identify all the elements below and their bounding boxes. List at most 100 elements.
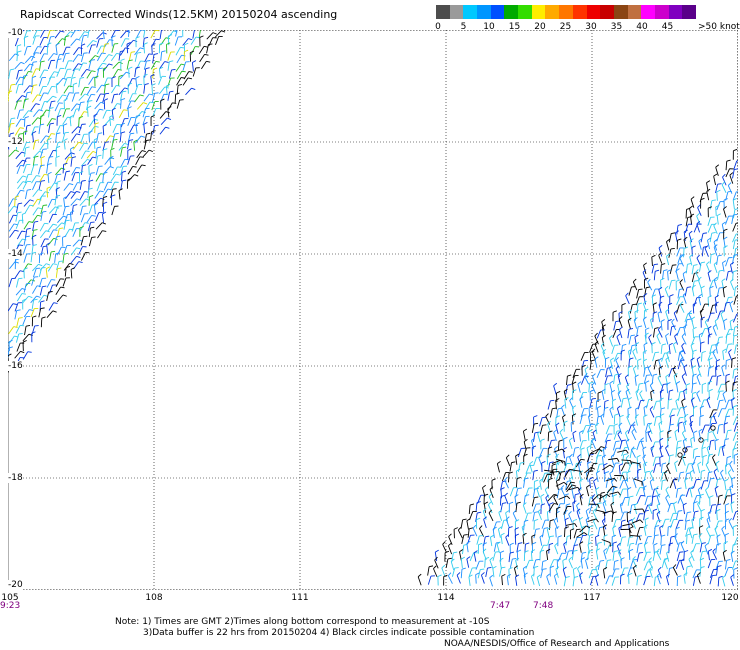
wind-barb-flag xyxy=(76,255,81,259)
wind-barb-flag xyxy=(488,509,493,514)
wind-barb-shaft xyxy=(643,416,645,426)
wind-barb-flag xyxy=(143,122,148,125)
legend-label: 20 xyxy=(534,22,546,32)
wind-barb-shaft xyxy=(731,214,734,225)
wind-barb-shaft xyxy=(603,465,605,475)
wind-barb-flag xyxy=(610,510,615,515)
wind-barb-flag xyxy=(734,325,738,328)
wind-barb-flag xyxy=(733,197,737,201)
wind-barb-shaft xyxy=(31,175,37,184)
wind-barb-shaft xyxy=(621,454,625,464)
wind-barb-flag xyxy=(729,300,734,304)
wind-barb-flag xyxy=(683,236,688,240)
wind-barb-flag xyxy=(44,173,49,176)
wind-barb-flag xyxy=(658,252,662,256)
wind-barb-shaft xyxy=(40,211,43,221)
wind-barb-shaft xyxy=(691,287,695,297)
wind-barb-shaft xyxy=(699,567,702,577)
wind-barb-shaft xyxy=(665,311,669,321)
wind-barb-shaft xyxy=(715,504,718,514)
wind-barb-flag xyxy=(578,487,582,491)
wind-barb-flag xyxy=(523,572,528,576)
wind-barb-shaft xyxy=(661,558,665,568)
wind-barb-flag xyxy=(612,534,617,538)
wind-barb-shaft xyxy=(697,279,702,289)
wind-barb-shaft xyxy=(14,197,16,207)
wind-barb-flag xyxy=(653,542,658,546)
wind-barb-flag xyxy=(674,333,678,337)
wind-barb-flag xyxy=(550,565,555,568)
wind-barb-shaft xyxy=(616,545,621,555)
wind-barb-flag xyxy=(690,196,695,200)
wind-barb-flag xyxy=(42,210,47,213)
wind-barb-flag xyxy=(642,485,647,489)
wind-barb-shaft xyxy=(669,479,674,489)
wind-barb-shaft xyxy=(63,198,66,208)
wind-barb-shaft xyxy=(731,399,733,409)
wind-barb-flag xyxy=(141,164,146,167)
wind-barb-flag xyxy=(17,50,22,53)
wind-barb-flag xyxy=(620,501,624,505)
wind-barb-flag xyxy=(37,94,42,97)
wind-barb-shaft xyxy=(33,46,39,55)
wind-map[interactable] xyxy=(8,30,738,590)
wind-barb-flag xyxy=(648,502,652,506)
wind-barb-flag xyxy=(621,519,626,522)
wind-barb-flag xyxy=(708,431,713,434)
wind-barb-flag xyxy=(699,308,704,312)
wind-barb-shaft xyxy=(595,425,598,435)
legend-swatch xyxy=(477,5,492,19)
wind-barb-flag xyxy=(673,309,678,314)
wind-barb-shaft xyxy=(573,529,578,539)
wind-barb-flag xyxy=(722,173,726,178)
wind-barb-flag xyxy=(723,236,728,240)
wind-barb-shaft xyxy=(723,495,728,505)
wind-barb-shaft xyxy=(16,342,21,352)
wind-barb-flag xyxy=(631,428,635,433)
wind-barb-flag xyxy=(556,506,561,509)
wind-barb-shaft xyxy=(732,191,737,201)
wind-barb-shaft xyxy=(87,222,92,232)
wind-barb-flag xyxy=(59,227,64,229)
wind-barb-shaft xyxy=(576,532,585,538)
wind-barb-shaft xyxy=(69,212,72,222)
wind-barb-shaft xyxy=(566,484,573,493)
wind-barb-shaft xyxy=(587,518,597,522)
wind-barb-flag xyxy=(700,405,705,409)
wind-barb-flag xyxy=(11,83,16,86)
wind-barb-shaft xyxy=(667,568,670,578)
wind-barb-flag xyxy=(727,182,732,186)
wind-barb-flag xyxy=(151,43,156,46)
wind-barb-shaft xyxy=(55,278,61,287)
wind-barb-shaft xyxy=(572,447,576,457)
wind-barb-shaft xyxy=(730,552,734,562)
wind-barb-flag xyxy=(515,557,520,561)
wind-barb-flag xyxy=(596,470,600,474)
wind-barb-shaft xyxy=(78,62,84,72)
wind-barb-shaft xyxy=(559,431,565,441)
wind-barb-shaft xyxy=(617,434,623,443)
wind-barb-flag xyxy=(518,542,523,544)
wind-barb-flag xyxy=(644,517,649,521)
wind-barb-shaft xyxy=(681,376,687,385)
wind-barb-flag xyxy=(684,413,689,417)
wind-barb-flag xyxy=(638,542,643,545)
wind-barb-flag xyxy=(544,486,549,490)
wind-barb-flag xyxy=(672,564,677,568)
wind-barb-flag xyxy=(428,565,434,568)
wind-barb-shaft xyxy=(645,423,649,433)
wind-barb-shaft xyxy=(587,544,590,554)
wind-barb-flag xyxy=(712,454,716,458)
wind-barb-flag xyxy=(572,484,577,487)
wind-barb-shaft xyxy=(667,424,671,434)
wind-barb-shaft xyxy=(579,496,583,506)
wind-barb-shaft xyxy=(95,155,98,165)
wind-barb-shaft xyxy=(8,53,16,62)
legend-swatch xyxy=(463,5,478,19)
wind-barb-flag xyxy=(453,551,458,554)
wind-barb-flag xyxy=(643,461,648,465)
wind-barb-shaft xyxy=(643,375,647,385)
wind-barb-shaft xyxy=(627,424,632,434)
wind-barb-shaft xyxy=(485,567,488,578)
wind-barb-flag xyxy=(450,558,455,562)
